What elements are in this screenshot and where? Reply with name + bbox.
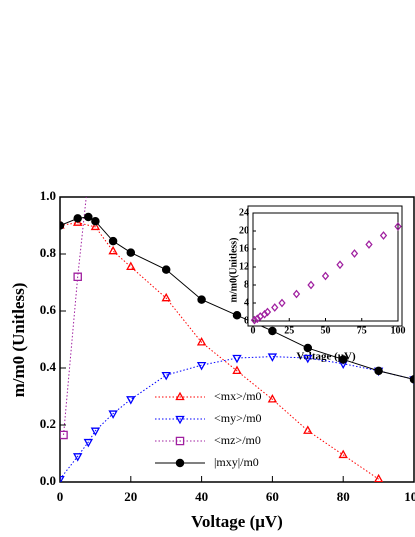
marker: [60, 475, 65, 482]
marker: [126, 261, 136, 270]
marker: [108, 236, 118, 246]
marker: [321, 271, 330, 281]
y-tick-label: 24: [239, 207, 249, 218]
y-tick-label: 20: [239, 225, 249, 236]
series-line: [60, 356, 414, 480]
marker: [303, 425, 313, 434]
marker: [232, 365, 242, 375]
marker: [267, 353, 278, 362]
marker: [60, 430, 68, 440]
marker: [292, 289, 301, 299]
marker: [126, 248, 136, 257]
marker: [365, 240, 373, 249]
marker: [72, 453, 83, 462]
x-tick-label: 0: [251, 325, 256, 336]
y-tick-label: 0.8: [40, 245, 57, 260]
inset-y-axis-label: m/m0(Unitless): [228, 238, 239, 303]
legend-marker: [175, 391, 185, 401]
y-tick-label: 0.4: [40, 359, 57, 374]
marker: [374, 366, 383, 376]
x-tick-label: 20: [124, 489, 137, 504]
marker: [336, 260, 344, 270]
marker: [84, 212, 93, 222]
marker: [278, 298, 286, 308]
y-tick-label: 12: [239, 261, 249, 272]
marker: [161, 265, 171, 274]
x-tick-label: 80: [337, 489, 350, 504]
x-tick-label: 50: [321, 325, 331, 336]
marker: [232, 311, 242, 320]
marker: [91, 216, 100, 226]
y-tick-label: 0.0: [40, 473, 56, 488]
y-axis-label: m/m0 (Unitless): [9, 283, 28, 398]
x-tick-label: 100: [404, 489, 415, 504]
marker: [267, 394, 278, 403]
marker: [232, 354, 242, 364]
x-tick-label: 60: [266, 489, 279, 504]
inset-frame: [247, 205, 403, 327]
y-tick-label: 16: [239, 243, 249, 254]
marker: [268, 326, 277, 336]
legend-label: |mxy|/m0: [214, 455, 259, 469]
y-tick-label: 0.2: [40, 416, 56, 431]
legend-label: <my>/m0: [214, 411, 262, 425]
y-tick-label: 0.6: [40, 302, 57, 317]
marker: [196, 337, 207, 346]
marker: [303, 343, 313, 353]
marker: [394, 222, 402, 231]
series-line: [60, 222, 379, 480]
marker: [409, 375, 414, 384]
legend-marker: [175, 415, 185, 425]
marker: [161, 371, 171, 381]
x-tick-label: 25: [284, 325, 294, 336]
marker: [197, 295, 206, 304]
x-tick-label: 100: [391, 325, 406, 336]
series-line: [63, 197, 87, 436]
marker: [338, 355, 348, 364]
marker: [374, 473, 384, 482]
legend-label: <mx>/m0: [214, 389, 262, 403]
legend-marker: [175, 458, 185, 468]
x-tick-label: 40: [195, 489, 208, 504]
legend-marker: [175, 436, 185, 446]
marker: [90, 427, 101, 436]
plot-area: [250, 222, 402, 325]
marker: [307, 280, 315, 290]
marker: [60, 221, 65, 230]
marker: [263, 307, 272, 317]
x-axis-label: Voltage (μV): [191, 512, 283, 531]
marker: [83, 438, 94, 448]
marker: [338, 449, 348, 459]
marker: [108, 245, 118, 255]
marker: [379, 231, 388, 240]
marker: [350, 249, 359, 258]
plot-area: [60, 108, 414, 482]
marker: [271, 303, 279, 312]
marker: [90, 221, 101, 231]
x-tick-label: 0: [57, 489, 64, 504]
marker: [161, 292, 171, 302]
marker: [303, 354, 313, 364]
marker: [196, 361, 207, 371]
y-tick-label: 8: [244, 279, 249, 290]
marker: [126, 396, 136, 405]
marker: [73, 272, 82, 282]
plot-frame: [59, 196, 415, 483]
y-tick-label: 0: [244, 315, 249, 326]
marker: [92, 108, 99, 115]
y-tick-label: 4: [244, 297, 249, 308]
marker: [250, 315, 259, 325]
legend-label: <mz>/m0: [214, 433, 261, 447]
marker: [73, 214, 82, 223]
marker: [108, 410, 118, 419]
y-tick-label: 1.0: [40, 188, 56, 203]
x-tick-label: 75: [357, 325, 367, 336]
